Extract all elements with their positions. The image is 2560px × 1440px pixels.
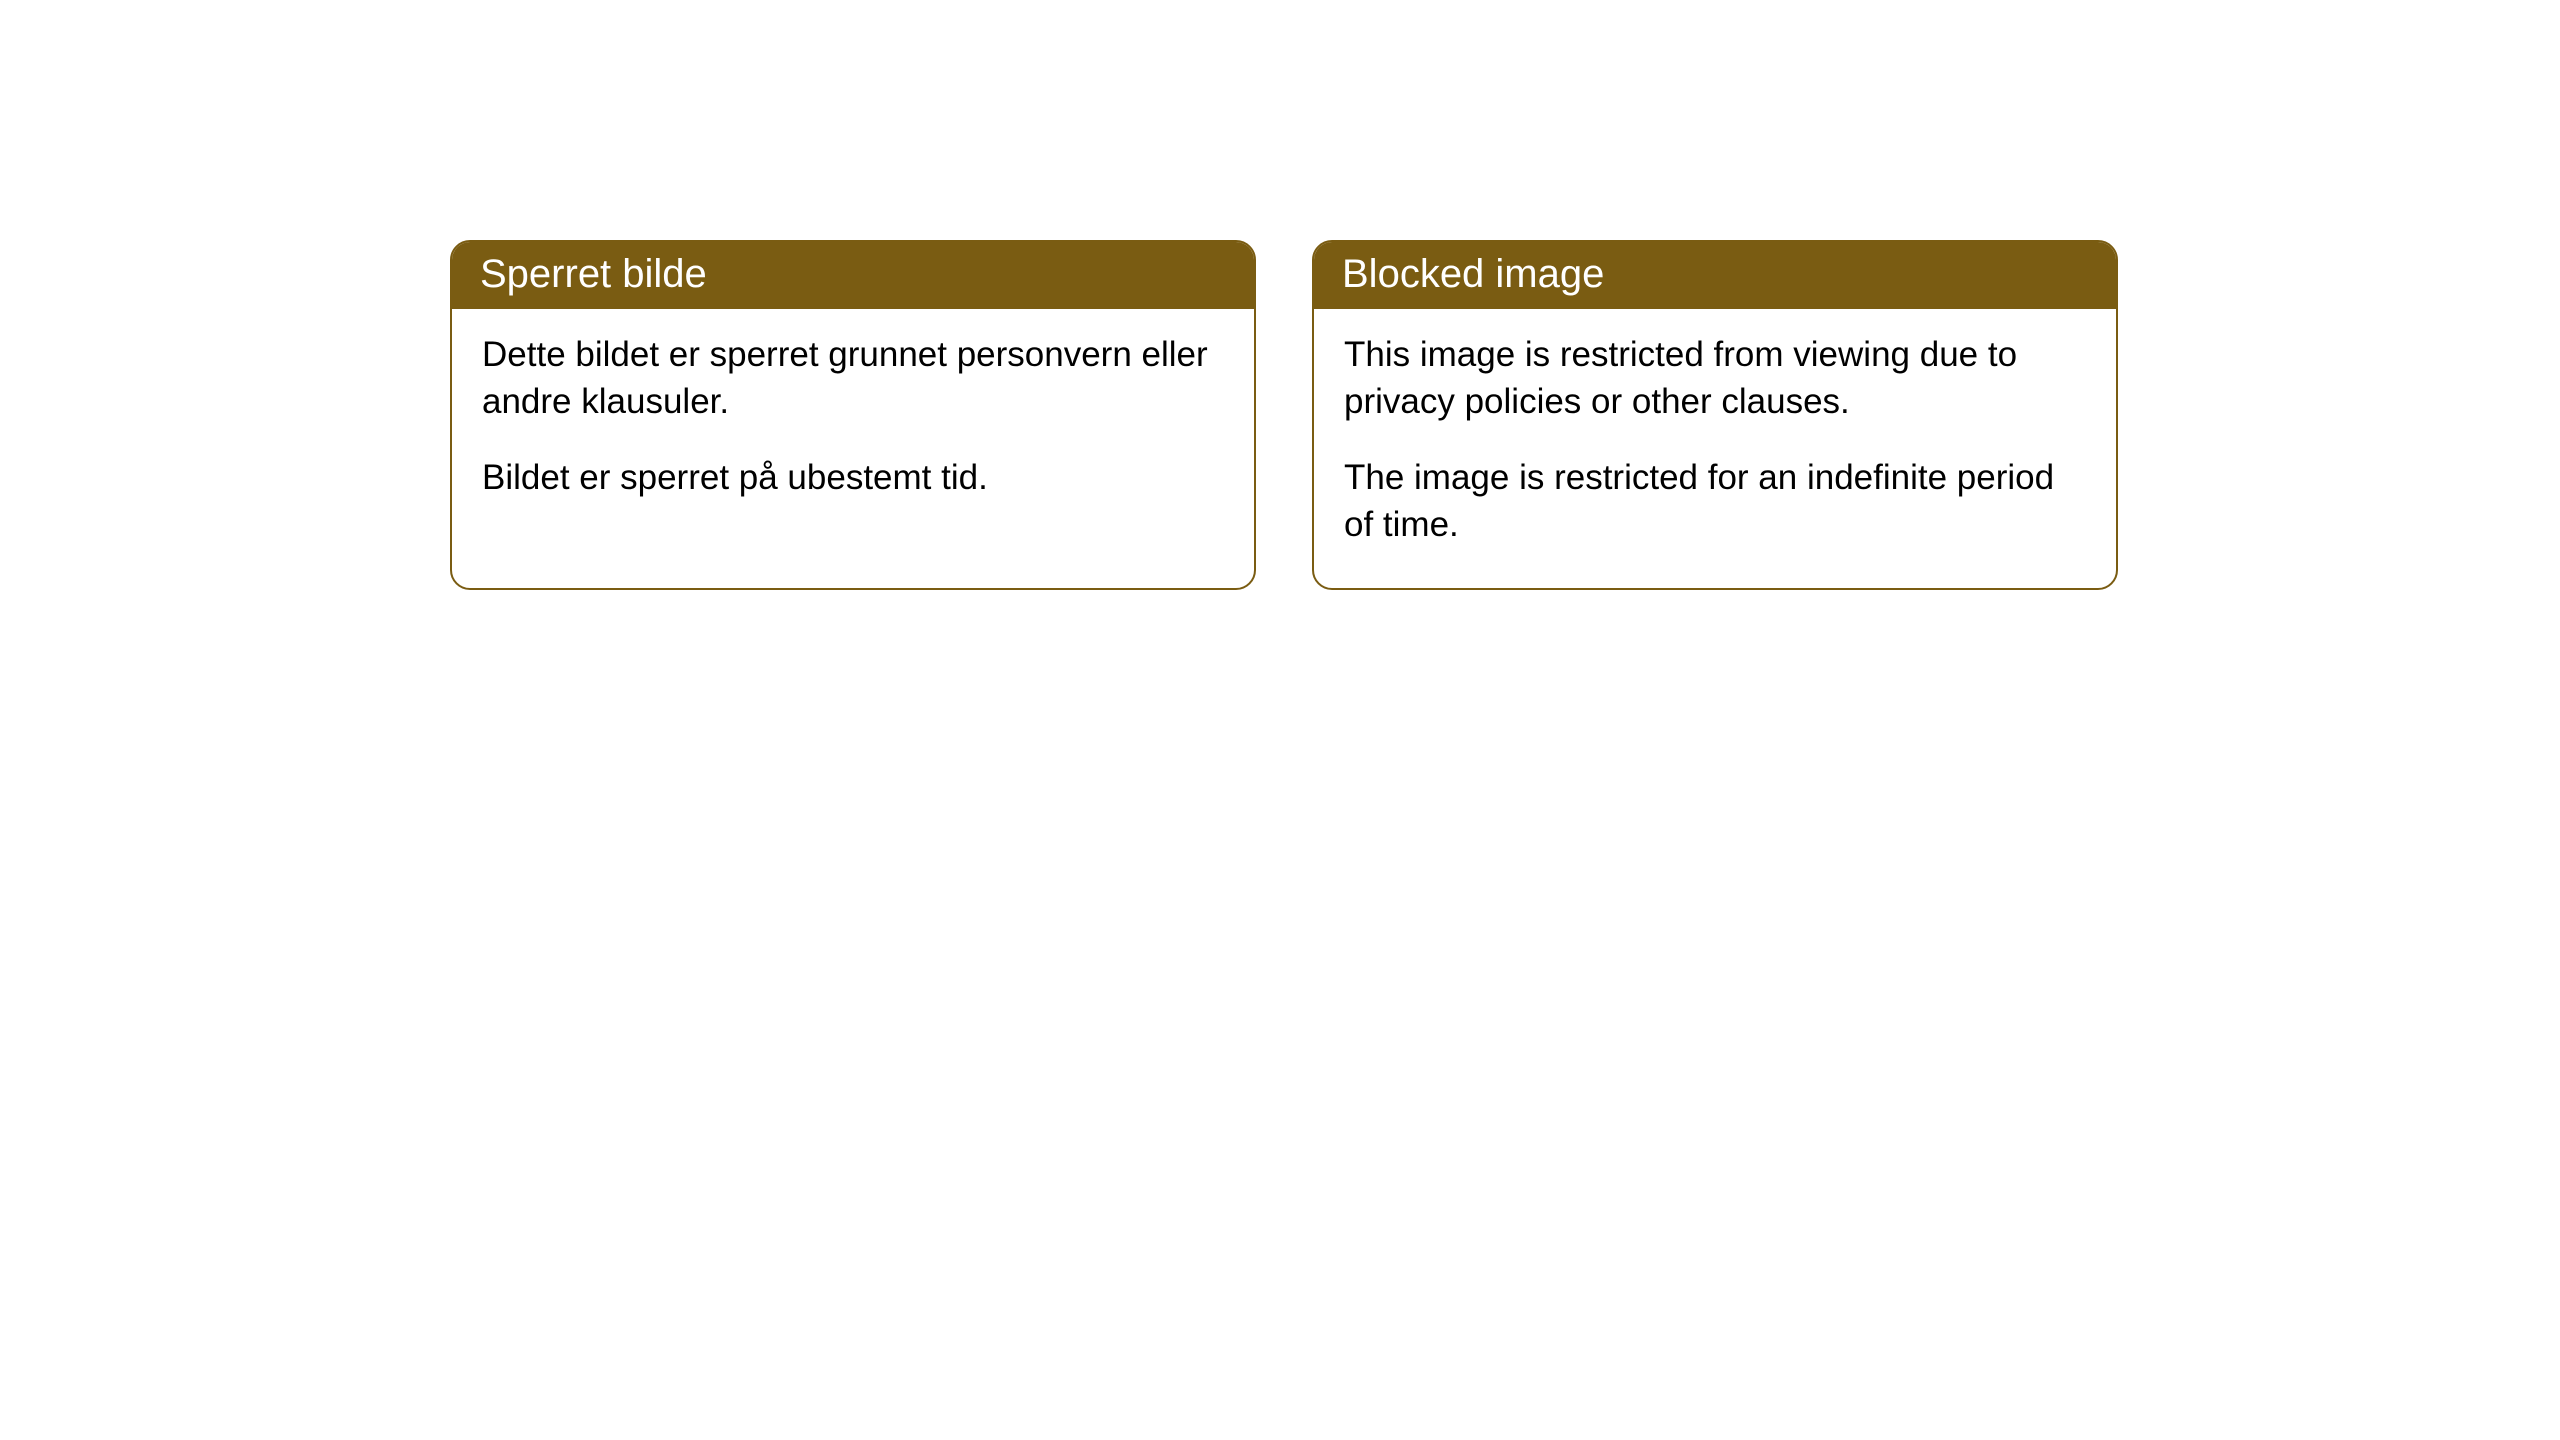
card-header-no: Sperret bilde xyxy=(452,242,1254,309)
card-paragraph-1-no: Dette bildet er sperret grunnet personve… xyxy=(482,331,1224,426)
card-paragraph-2-en: The image is restricted for an indefinit… xyxy=(1344,454,2086,549)
card-body-no: Dette bildet er sperret grunnet personve… xyxy=(452,309,1254,541)
blocked-image-card-no: Sperret bilde Dette bildet er sperret gr… xyxy=(450,240,1256,590)
blocked-image-card-en: Blocked image This image is restricted f… xyxy=(1312,240,2118,590)
card-title-en: Blocked image xyxy=(1342,252,1604,296)
card-body-en: This image is restricted from viewing du… xyxy=(1314,309,2116,588)
card-paragraph-1-en: This image is restricted from viewing du… xyxy=(1344,331,2086,426)
card-paragraph-2-no: Bildet er sperret på ubestemt tid. xyxy=(482,454,1224,501)
cards-container: Sperret bilde Dette bildet er sperret gr… xyxy=(0,0,2560,590)
card-title-no: Sperret bilde xyxy=(480,252,707,296)
card-header-en: Blocked image xyxy=(1314,242,2116,309)
